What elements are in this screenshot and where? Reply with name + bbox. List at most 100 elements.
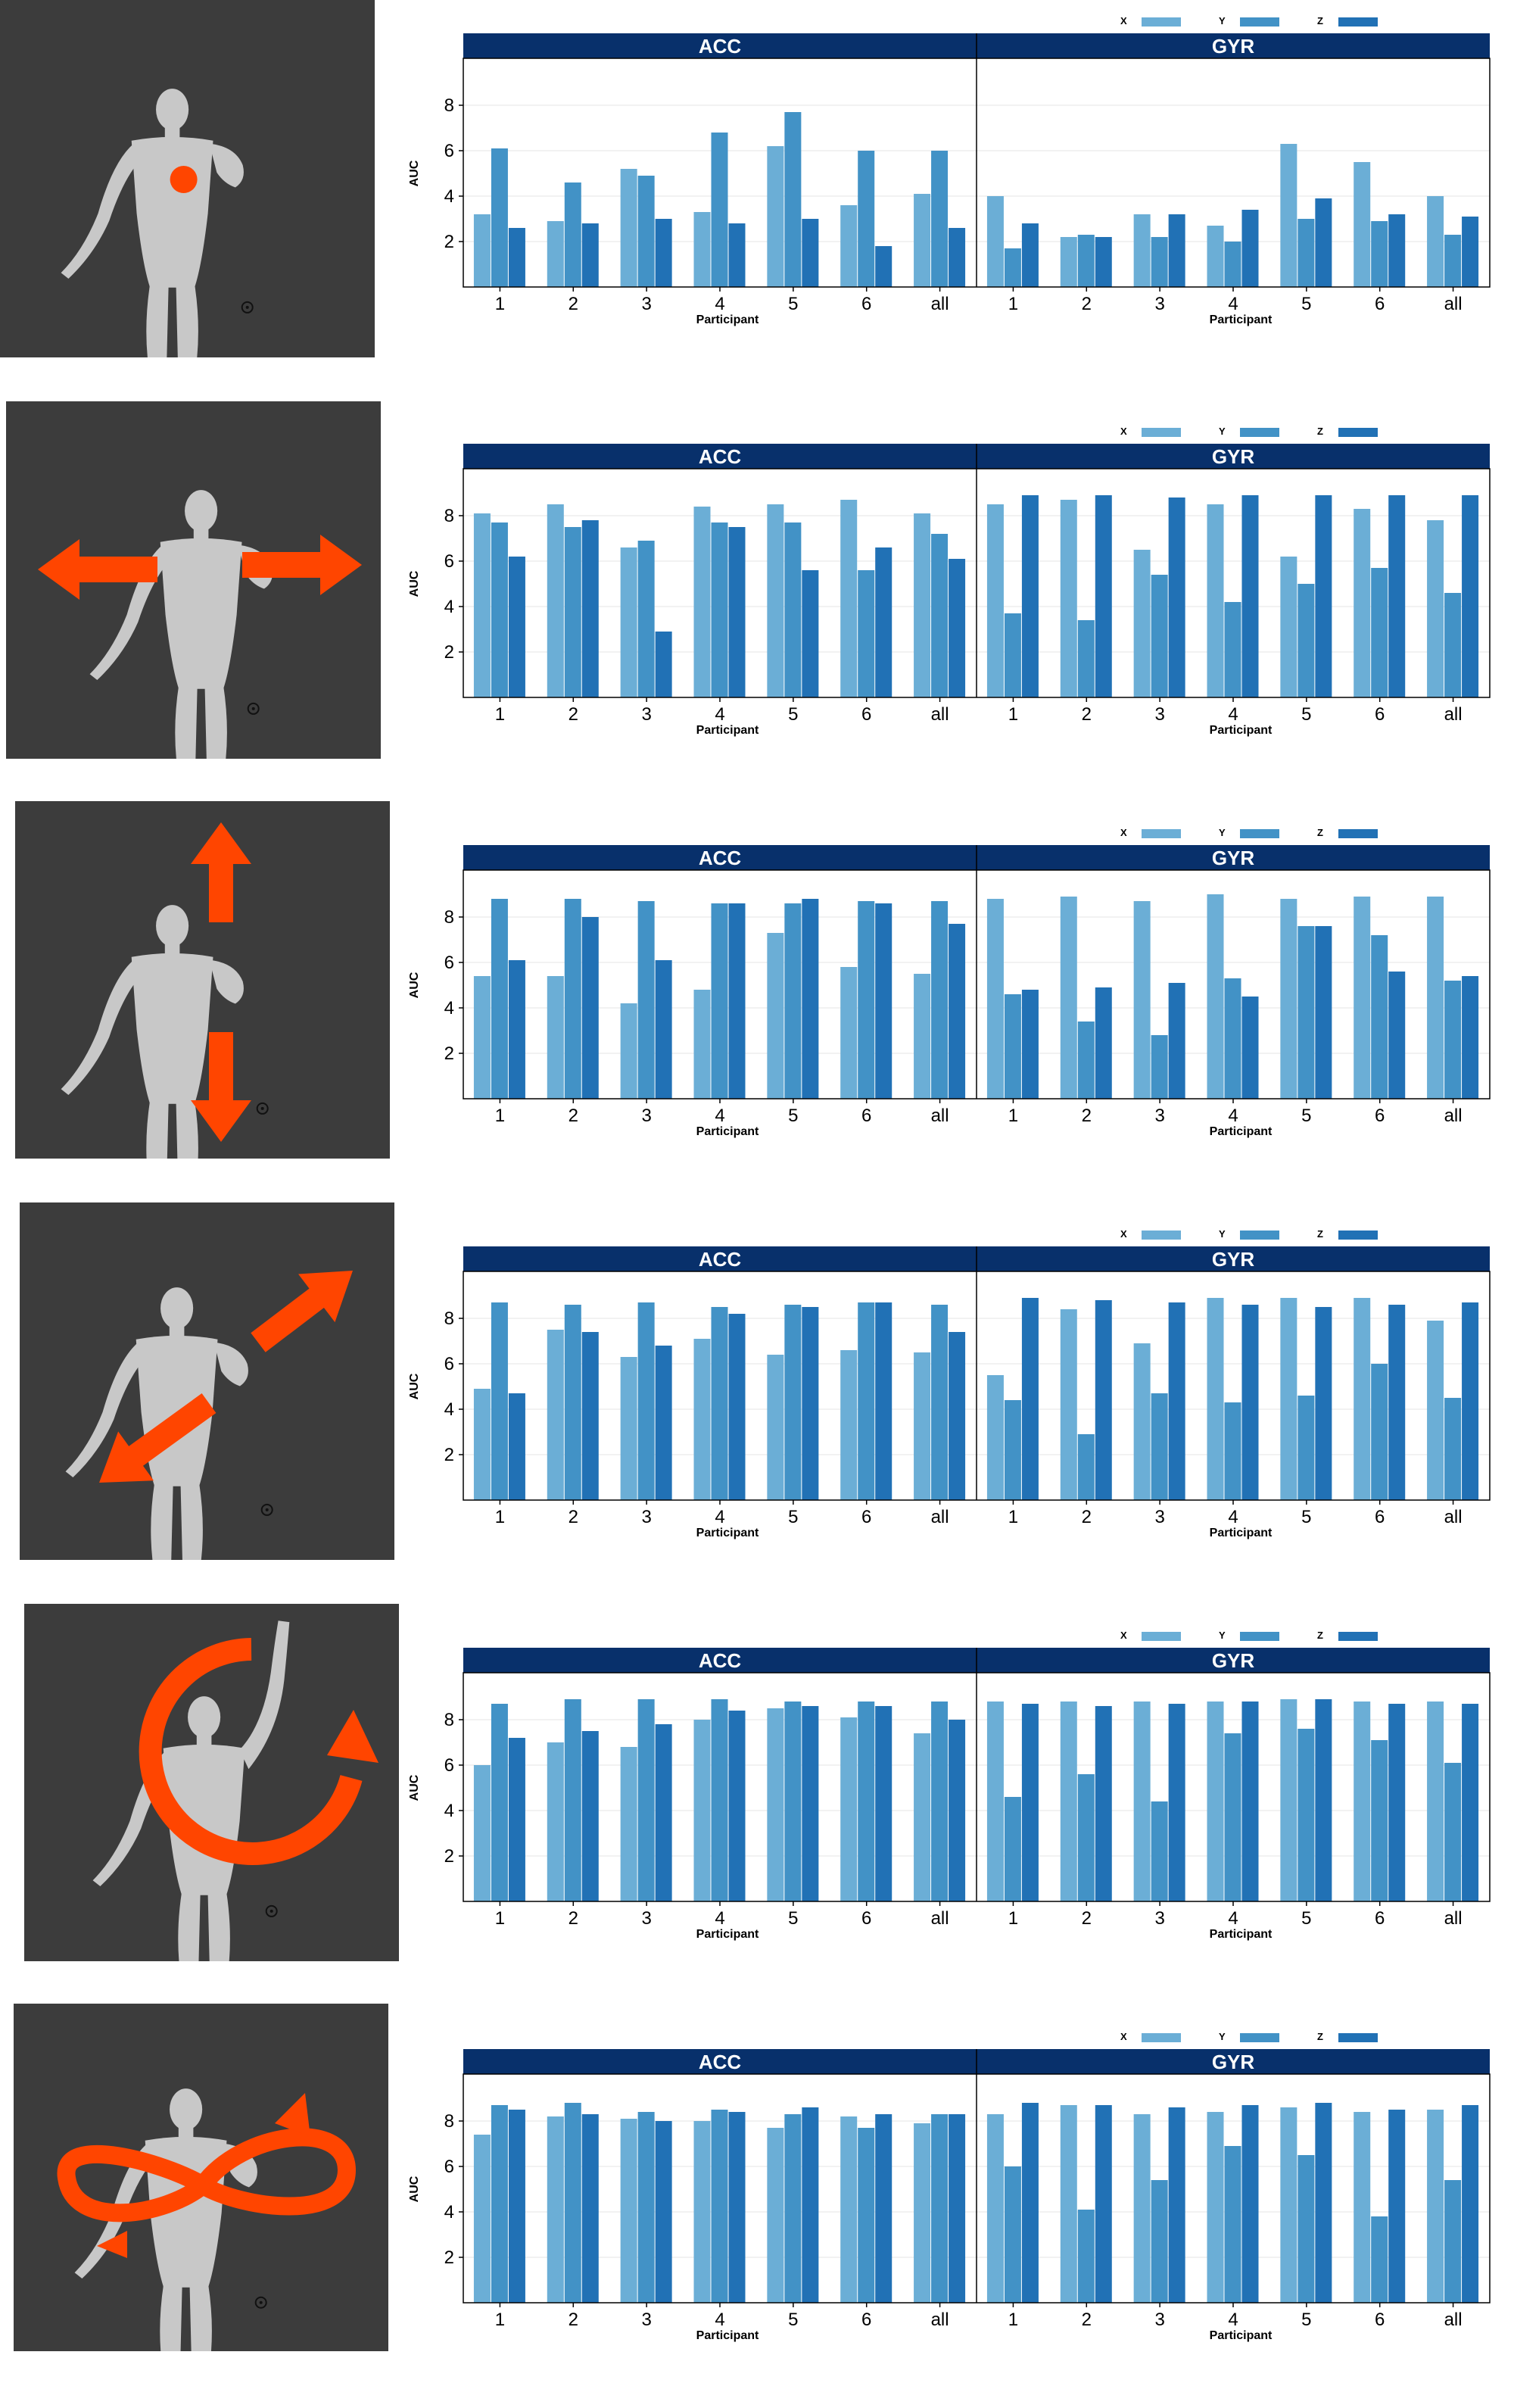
- x-tick-label: 1: [495, 1908, 505, 1929]
- gesture-illustration: [0, 0, 375, 357]
- x-tick-label: 1: [1008, 2310, 1018, 2330]
- x-tick-label: 6: [1375, 704, 1385, 725]
- bar-acc-z-1: [508, 1738, 525, 1901]
- x-tick-label: 4: [715, 704, 724, 725]
- bar-acc-y-2: [564, 899, 581, 1099]
- bar-acc-y-1: [491, 148, 508, 287]
- bar-acc-x-4: [693, 507, 711, 697]
- bar-gyr-z-5: [1315, 926, 1332, 1099]
- bar-gyr-z-4: [1241, 2105, 1259, 2303]
- x-tick-label: 2: [1082, 2310, 1092, 2330]
- bar-acc-y-5: [784, 1305, 802, 1500]
- x-axis-label: Participant: [1210, 1527, 1273, 1539]
- diagonal-arrows-icon: [99, 1271, 353, 1483]
- bar-gyr-x-6: [1354, 162, 1371, 287]
- bar-acc-x-5: [767, 504, 784, 697]
- x-tick-label: 5: [788, 2310, 798, 2330]
- y-tick-label: 8: [444, 1308, 454, 1329]
- bar-gyr-z-2: [1095, 2105, 1112, 2303]
- x-tick-label: 3: [641, 294, 651, 314]
- bar-gyr-x-5: [1280, 1699, 1297, 1901]
- bar-acc-y-5: [784, 2114, 802, 2303]
- human-figure: [65, 1287, 248, 1560]
- legend-label-y: Y: [1219, 1228, 1226, 1240]
- bar-gyr-x-2: [1060, 500, 1077, 697]
- left-arrow: [38, 539, 157, 600]
- bar-acc-y-3: [637, 2112, 655, 2303]
- figure-left-leg: [151, 1482, 173, 1560]
- x-tick-label: 6: [1375, 294, 1385, 314]
- bar-gyr-x-4: [1207, 504, 1224, 697]
- bar-gyr-x-4: [1207, 2112, 1224, 2303]
- bar-gyr-z-2: [1095, 1706, 1112, 1901]
- horizontal-arrows-icon: [38, 535, 362, 600]
- x-tick-label: 1: [495, 1106, 505, 1126]
- legend-swatch-z: [1338, 2033, 1378, 2042]
- bar-acc-z-4: [728, 527, 746, 697]
- x-tick-label: 5: [1301, 1908, 1311, 1929]
- facet-header-acc: [463, 444, 977, 469]
- bar-acc-z-5: [802, 1307, 819, 1500]
- facet-header-gyr: [977, 845, 1490, 870]
- bar-acc-y-4: [711, 133, 728, 287]
- x-tick-label: 2: [1082, 294, 1092, 314]
- bar-acc-x-3: [620, 1747, 637, 1901]
- bar-gyr-y-5: [1297, 1396, 1315, 1500]
- bar-gyr-y-3: [1151, 237, 1168, 287]
- x-tick-label: 4: [1228, 704, 1238, 725]
- figure-torso: [160, 538, 242, 689]
- x-tick-label: 3: [1154, 1908, 1164, 1929]
- legend-swatch-x: [1142, 17, 1181, 27]
- human-figure: [89, 490, 273, 759]
- legend-label-x: X: [1120, 1228, 1127, 1240]
- x-tick-label: 3: [641, 1106, 651, 1126]
- bar-acc-x-5: [767, 1708, 784, 1901]
- bar-acc-y-all: [931, 151, 949, 287]
- bar-gyr-y-1: [1004, 1400, 1021, 1500]
- bar-gyr-x-all: [1427, 1321, 1444, 1500]
- bar-acc-y-3: [637, 541, 655, 697]
- x-tick-label: all: [931, 1908, 949, 1929]
- bar-acc-x-3: [620, 2119, 637, 2303]
- x-axis-label: Participant: [696, 1928, 759, 1941]
- x-tick-label: all: [1444, 2310, 1463, 2330]
- bar-gyr-z-6: [1388, 495, 1406, 697]
- y-tick-label: 6: [444, 2157, 454, 2177]
- bar-acc-y-2: [564, 1699, 581, 1901]
- bar-acc-y-5: [784, 522, 802, 697]
- bar-gyr-x-1: [986, 196, 1004, 287]
- bar-acc-z-2: [581, 1332, 599, 1500]
- x-tick-label: all: [931, 704, 949, 725]
- x-tick-label: all: [1444, 1507, 1463, 1527]
- x-tick-label: 5: [1301, 704, 1311, 725]
- legend-label-z: Z: [1317, 426, 1323, 437]
- bar-acc-y-4: [711, 1307, 728, 1500]
- infinity-arrow-icon: [57, 2093, 357, 2258]
- origin-marker-icon: [247, 702, 260, 715]
- legend-swatch-x: [1142, 1632, 1181, 1641]
- legend: X Y Z: [1120, 1630, 1378, 1641]
- bar-acc-x-6: [840, 967, 858, 1099]
- bar-acc-y-1: [491, 1302, 508, 1500]
- bar-acc-y-2: [564, 2103, 581, 2303]
- legend-label-x: X: [1120, 827, 1127, 838]
- figure-right-leg: [207, 1891, 230, 1961]
- bar-acc-z-1: [508, 228, 525, 287]
- y-tick-label: 8: [444, 1710, 454, 1730]
- bar-gyr-y-all: [1444, 981, 1462, 1099]
- x-tick-label: 6: [861, 1908, 871, 1929]
- bar-acc-z-6: [875, 2114, 893, 2303]
- bar-acc-z-4: [728, 1314, 746, 1500]
- bar-gyr-z-1: [1021, 2103, 1039, 2303]
- bar-gyr-x-1: [986, 504, 1004, 697]
- bar-acc-x-2: [547, 976, 564, 1099]
- bar-acc-z-3: [655, 1346, 672, 1500]
- y-axis-label: AUC: [408, 1373, 421, 1399]
- facet-header-acc: [463, 845, 977, 870]
- x-tick-label: 6: [1375, 1507, 1385, 1527]
- bar-gyr-z-1: [1021, 1298, 1039, 1500]
- auc-bar-chart: X Y Z ACC GYR 1 2 3 4 5 6 all Participant 1 2 3 4 5 6 all Pa…: [394, 1605, 1506, 1954]
- facet-header-acc: [463, 2049, 977, 2074]
- bar-acc-z-3: [655, 2121, 672, 2303]
- bar-acc-y-3: [637, 1699, 655, 1901]
